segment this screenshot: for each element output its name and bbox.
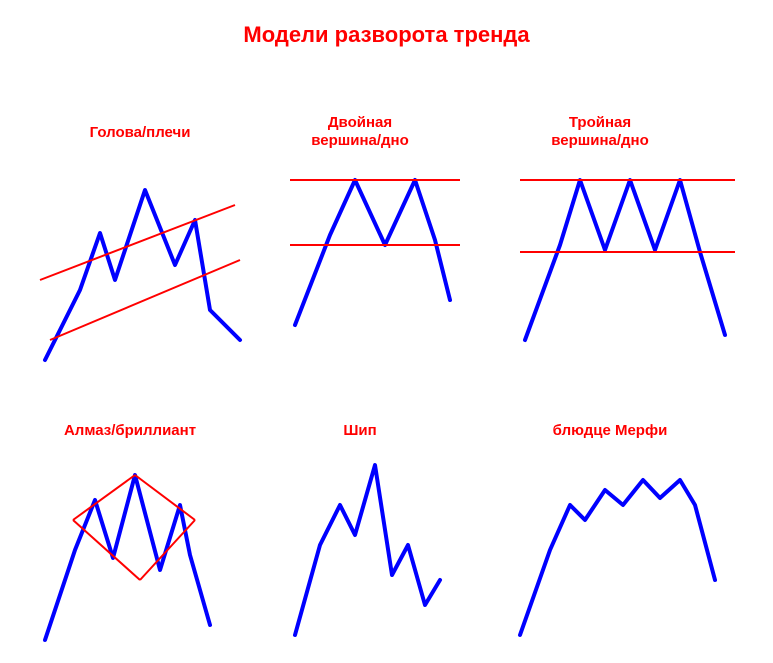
label-saucer: блюдце Мерфи (535, 422, 685, 440)
blue-line (520, 480, 715, 635)
blue-line (295, 180, 450, 325)
blue-line (45, 475, 210, 640)
label-head-shoulders: Голова/плечи (70, 124, 210, 142)
pattern-double-top (275, 160, 475, 340)
pattern-head-shoulders (30, 165, 250, 365)
pattern-spike (280, 450, 460, 650)
blue-line (295, 465, 440, 635)
pattern-saucer (505, 450, 735, 650)
label-triple-top: Тройнаявершина/дно (530, 114, 670, 150)
red-line (50, 260, 240, 340)
label-double-top: Двойнаявершина/дно (290, 114, 430, 150)
pattern-diamond (35, 450, 245, 650)
red-line (73, 520, 140, 580)
blue-line (45, 190, 240, 360)
pattern-triple-top (510, 160, 740, 350)
blue-line (525, 180, 725, 340)
page-title: Модели разворота тренда (0, 22, 773, 48)
label-diamond: Алмаз/бриллиант (45, 422, 215, 440)
label-spike: Шип (330, 422, 390, 440)
